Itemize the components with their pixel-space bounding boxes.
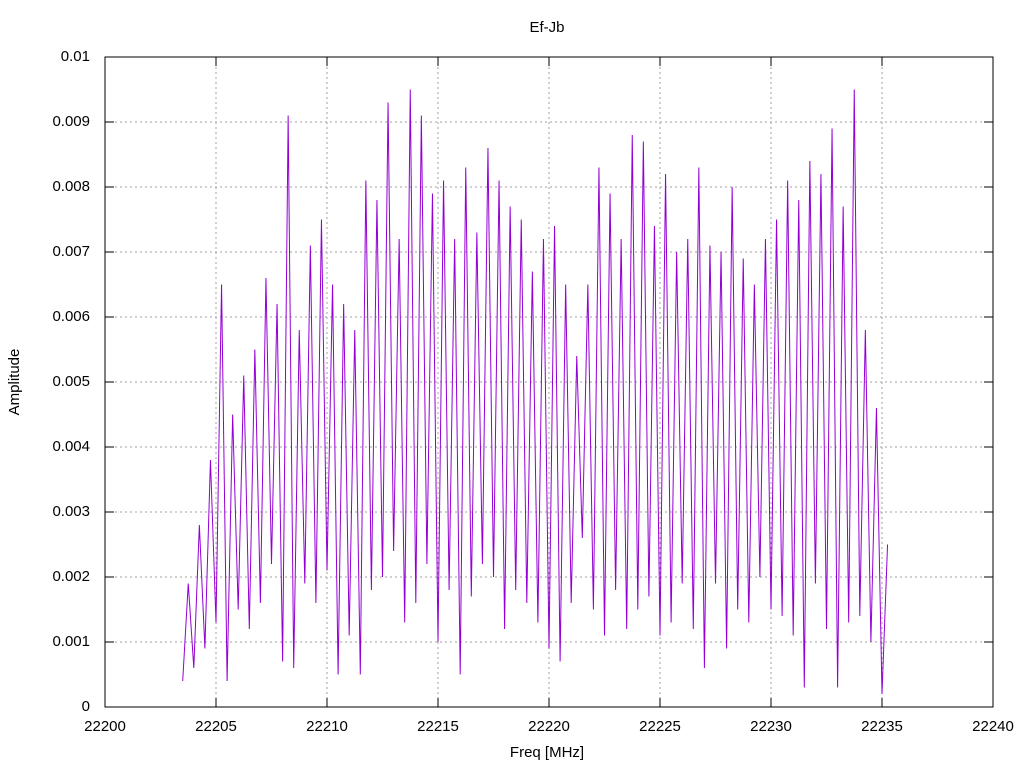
y-tick-label: 0.008 [52,178,90,195]
y-tick-label: 0.007 [52,243,90,260]
y-tick-label: 0.01 [61,48,90,65]
y-tick-label: 0 [82,698,90,715]
y-tick-label: 0.001 [52,633,90,650]
x-tick-label: 22215 [417,718,459,735]
series-line [182,89,889,695]
chart-title: Ef-Jb [529,19,564,36]
y-axis-label: Amplitude [6,349,23,416]
x-tick-label: 22200 [84,718,126,735]
x-tick-label: 22230 [750,718,792,735]
y-tick-label: 0.003 [52,503,90,520]
y-tick-label: 0.009 [52,113,90,130]
x-tick-label: 22225 [639,718,681,735]
x-tick-label: 22205 [195,718,237,735]
x-tick-label: 22235 [861,718,903,735]
y-tick-label: 0.006 [52,308,90,325]
y-tick-label: 0.004 [52,438,90,455]
y-tick-label: 0.002 [52,568,90,585]
x-tick-label: 22220 [528,718,570,735]
x-tick-label: 22210 [306,718,348,735]
x-tick-label: 22240 [972,718,1014,735]
x-axis-label: Freq [MHz] [510,744,584,761]
y-tick-label: 0.005 [52,373,90,390]
plot-border [104,56,994,708]
